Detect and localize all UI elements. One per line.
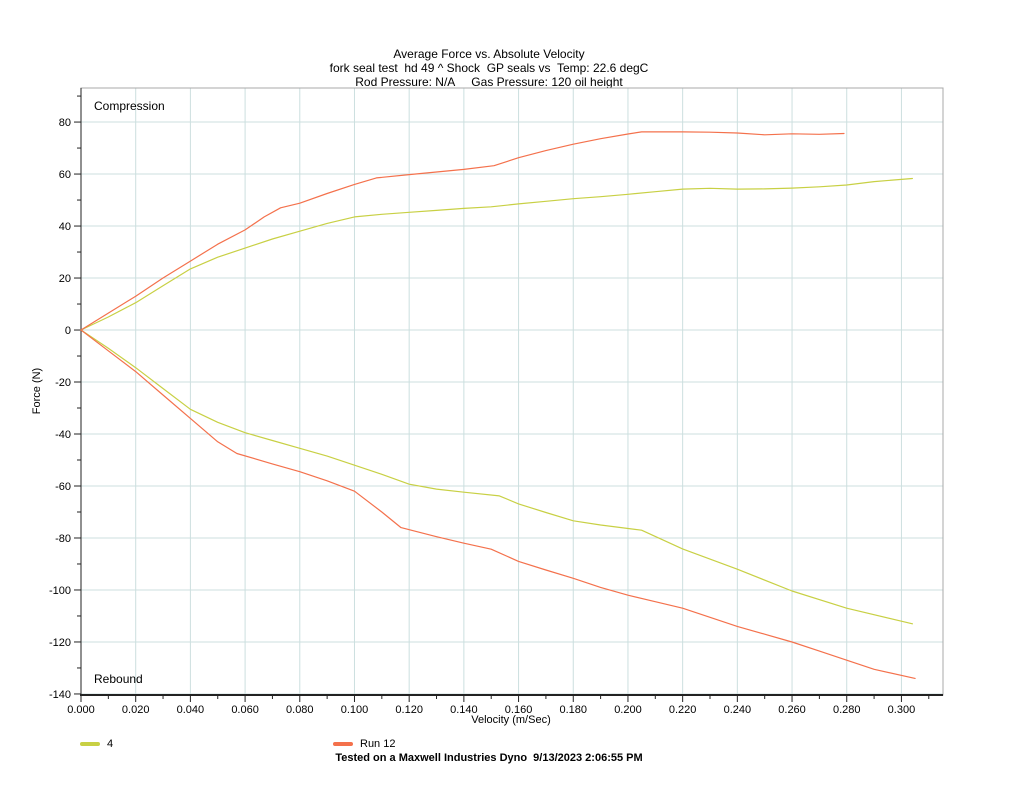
x-tick-label: 0.120 [395,704,423,716]
legend-item-series-4: 4 [80,738,113,750]
x-tick-label: 0.080 [286,704,314,716]
y-tick-label: -140 [49,689,71,701]
legend-item-run-12: Run 12 [333,738,395,750]
compression-label: Compression [94,99,165,113]
x-tick-label: 0.280 [833,704,861,716]
y-tick-label: -60 [55,481,71,493]
plot-border [80,87,944,696]
y-tick-label: -80 [55,533,71,545]
x-tick-label: 0.300 [888,704,916,716]
y-tick-label: -100 [49,585,71,597]
y-tick-label: 80 [59,117,71,129]
y-tick-label: 0 [65,325,71,337]
y-tick-label: 60 [59,169,71,181]
chart-subtitle2: Rod Pressure: N/A Gas Pressure: 120 oil … [355,75,623,89]
footer-text: Tested on a Maxwell Industries Dyno 9/13… [335,752,643,764]
x-axis-title: Velocity (m/Sec) [471,714,551,726]
series-run-12-rebound-line [80,329,916,680]
x-tick-label: 0.100 [341,704,369,716]
x-tick-label: 0.180 [559,704,587,716]
x-tick-label: 0.060 [231,704,259,716]
series-4-swatch [80,742,100,746]
x-tick-label: 0.160 [505,704,533,716]
x-tick-label: 0.260 [778,704,806,716]
x-tick-label: 0.220 [669,704,697,716]
series-4-label: 4 [107,738,114,750]
rebound-label: Rebound [94,672,143,686]
y-tick-label: 40 [59,221,71,233]
series-run-12-compression-line [80,131,845,331]
y-axis-title: Force (N) [31,367,43,415]
x-tick-label: 0.000 [67,704,95,716]
y-tick-label: 20 [59,273,71,285]
x-tick-label: 0.140 [450,704,478,716]
run-12-label: Run 12 [360,738,396,750]
series-4-compression-line [80,177,914,331]
series-4-rebound-line [80,329,914,625]
chart-subtitle: fork seal test hd 49 ^ Shock GP seals vs… [329,61,649,75]
x-tick-label: 0.200 [614,704,642,716]
chart-title: Average Force vs. Absolute Velocity [393,47,585,61]
x-tick-label: 0.040 [177,704,205,716]
run-12-swatch [333,742,353,746]
x-tick-label: 0.240 [724,704,752,716]
y-tick-label: -20 [55,377,71,389]
x-tick-label: 0.020 [122,704,150,716]
title-block: Average Force vs. Absolute Velocity fork… [0,47,978,89]
y-tick-label: -120 [49,637,71,649]
y-tick-label: -40 [55,429,71,441]
